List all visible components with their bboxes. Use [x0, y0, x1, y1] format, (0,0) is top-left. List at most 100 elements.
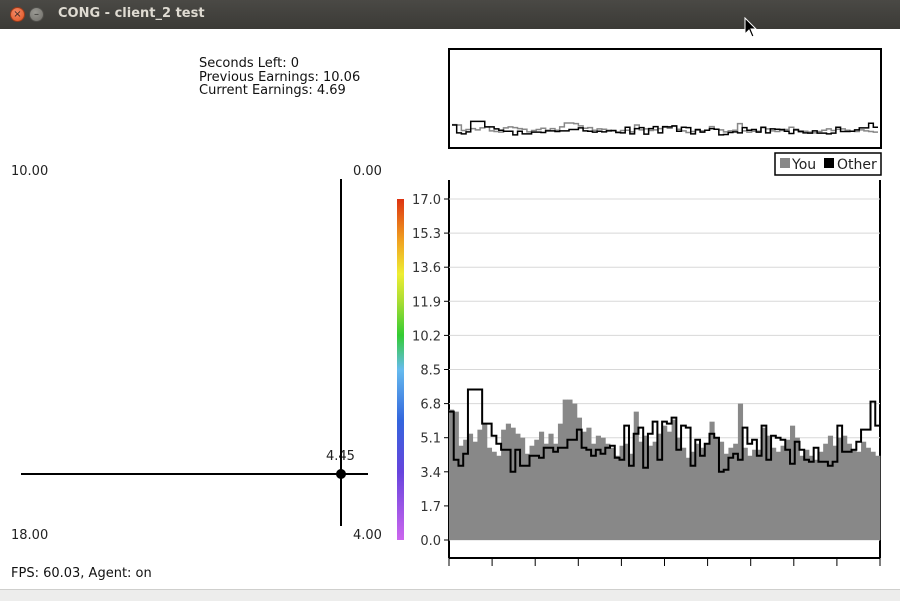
- stats-panel: Seconds Left: 0 Previous Earnings: 10.06…: [199, 57, 360, 98]
- you-bar: [449, 409, 455, 540]
- title-bar: × – CONG - client_2 test: [0, 0, 900, 29]
- you-bar: [486, 447, 493, 540]
- legend-other-label: Other: [837, 157, 877, 173]
- you-bar: [567, 399, 573, 540]
- you-bar: [576, 417, 583, 540]
- you-bar: [742, 447, 748, 540]
- you-bar: [823, 443, 829, 540]
- you-bar: [657, 433, 663, 540]
- you-bar: [861, 441, 867, 540]
- you-bar: [529, 445, 535, 540]
- minimize-button[interactable]: –: [29, 7, 44, 22]
- window-title: CONG - client_2 test: [58, 6, 205, 21]
- you-bar: [842, 435, 848, 540]
- you-bar: [581, 431, 587, 540]
- fps-status: FPS: 60.03, Agent: on: [11, 566, 152, 581]
- mouse-cursor-icon: [744, 17, 758, 38]
- strategy-top-right-label: 0.00: [353, 164, 382, 179]
- you-bar: [856, 451, 862, 540]
- you-bar: [666, 431, 673, 540]
- y-tick-label: 8.5: [420, 364, 441, 379]
- seconds-left: Seconds Left: 0: [199, 56, 299, 71]
- y-tick-label: 11.9: [412, 295, 441, 310]
- you-bar: [553, 443, 559, 540]
- you-bar: [515, 433, 521, 540]
- you-bar: [562, 399, 568, 540]
- you-bar: [780, 445, 786, 540]
- you-bar: [851, 449, 857, 540]
- you-bar: [557, 423, 564, 540]
- you-bar: [638, 441, 644, 540]
- you-bar: [832, 445, 838, 540]
- you-bar: [700, 447, 706, 540]
- you-bar: [875, 455, 881, 540]
- you-bar: [676, 437, 682, 540]
- legend-you-swatch: [780, 158, 790, 168]
- you-bar: [548, 433, 554, 540]
- you-bar: [467, 433, 474, 540]
- you-bar: [510, 427, 516, 540]
- you-bar: [790, 425, 796, 540]
- you-bar: [482, 423, 488, 540]
- you-bar: [628, 453, 635, 540]
- you-bar: [538, 431, 545, 540]
- you-bar: [491, 451, 497, 540]
- you-bar: [534, 439, 540, 540]
- you-bar: [714, 437, 720, 540]
- strategy-point-handle[interactable]: [336, 469, 346, 479]
- you-bar: [723, 453, 729, 540]
- you-bar: [685, 457, 691, 540]
- you-bar: [496, 455, 502, 540]
- you-bar: [813, 459, 819, 540]
- you-bar: [463, 439, 469, 540]
- you-bar: [458, 445, 464, 540]
- close-button[interactable]: ×: [10, 7, 25, 22]
- you-bar: [643, 435, 649, 540]
- you-bar: [752, 449, 758, 540]
- strategy-bottom-left-label: 18.00: [11, 528, 49, 543]
- you-bar: [633, 411, 639, 540]
- you-bar: [865, 447, 871, 540]
- legend-other-swatch: [824, 158, 834, 168]
- you-bar: [766, 435, 772, 540]
- y-tick-label: 15.3: [412, 227, 441, 242]
- you-bar: [827, 435, 834, 540]
- you-bar: [453, 411, 459, 540]
- you-bar: [761, 427, 767, 540]
- y-tick-label: 1.7: [420, 500, 441, 515]
- you-bar: [846, 443, 852, 540]
- you-bar: [818, 451, 824, 540]
- you-bar: [704, 443, 710, 540]
- you-bar: [709, 421, 715, 540]
- you-bar: [799, 455, 805, 540]
- minimize-icon: –: [34, 9, 39, 20]
- you-bar: [543, 443, 549, 540]
- you-bar: [619, 445, 625, 540]
- you-bar: [595, 435, 601, 540]
- you-bar: [524, 453, 530, 540]
- you-bar: [718, 441, 725, 540]
- y-tick-label: 5.1: [420, 432, 441, 447]
- you-bar: [747, 455, 753, 540]
- you-bar: [785, 439, 791, 540]
- you-bar: [808, 455, 815, 540]
- y-tick-label: 17.0: [412, 193, 441, 208]
- you-bar: [652, 441, 658, 540]
- you-bar: [501, 429, 507, 540]
- you-bar: [472, 441, 478, 540]
- you-bar: [520, 437, 526, 540]
- you-bar: [477, 429, 483, 540]
- you-bar: [728, 447, 734, 540]
- close-icon: ×: [13, 9, 22, 20]
- strategy-top-left-label: 10.00: [11, 164, 49, 179]
- current-earnings: Current Earnings: 4.69: [199, 83, 346, 98]
- previous-earnings: Previous Earnings: 10.06: [199, 69, 361, 85]
- you-bar: [647, 445, 654, 540]
- you-bar: [870, 451, 876, 540]
- you-bar: [600, 437, 606, 540]
